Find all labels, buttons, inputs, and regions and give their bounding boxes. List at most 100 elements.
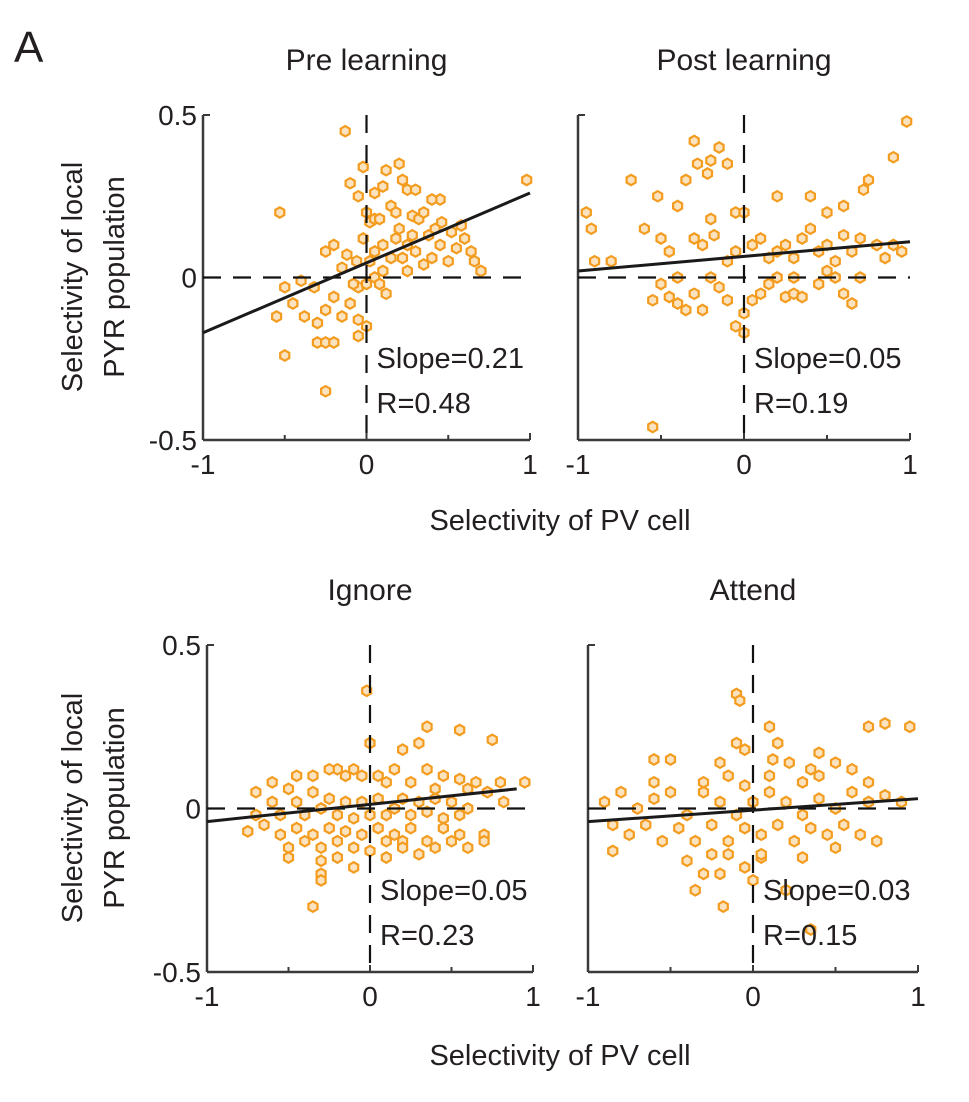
- data-point: [734, 694, 746, 708]
- data-point: [714, 867, 726, 881]
- data-point: [331, 851, 343, 865]
- data-point: [348, 841, 360, 855]
- data-point: [421, 834, 433, 848]
- data-point: [755, 847, 767, 861]
- data-point: [468, 254, 480, 268]
- panel-title: Attend: [710, 574, 797, 607]
- data-point: [714, 795, 726, 809]
- data-point: [266, 795, 278, 809]
- data-point: [780, 883, 792, 897]
- data-point: [320, 384, 332, 398]
- scatter-panel-3: Ignore -0.5 0 0.5 -1 0 1 Slope=0.05 R=0.23: [153, 574, 541, 1012]
- panel-title: Post learning: [656, 44, 831, 77]
- data-point: [279, 349, 291, 362]
- slope-annotation: Slope=0.05: [754, 343, 902, 375]
- data-point: [879, 717, 891, 730]
- data-point: [714, 756, 726, 770]
- data-point: [328, 238, 340, 252]
- data-point: [648, 792, 660, 806]
- data-point: [671, 297, 684, 310]
- data-point: [701, 167, 714, 180]
- data-point: [323, 821, 335, 835]
- fit-line: [206, 787, 517, 824]
- data-point: [655, 277, 667, 291]
- data-point: [805, 821, 817, 835]
- data-point: [344, 297, 356, 310]
- scatter-panel-1: Pre learning -0.5 0 0.5 -1 0 1 Slope=0.21 R=0.48: [149, 44, 538, 480]
- data-point: [664, 785, 677, 799]
- data-point: [498, 795, 510, 809]
- data-point: [413, 736, 425, 750]
- data-point: [418, 206, 430, 219]
- data-point: [436, 215, 448, 229]
- data-point: [788, 287, 800, 301]
- data-point: [426, 193, 438, 206]
- data-point: [721, 157, 734, 171]
- data-point: [879, 251, 891, 265]
- data-point: [706, 818, 718, 832]
- data-point: [747, 873, 759, 887]
- panel-label: A: [14, 23, 44, 72]
- data-point: [904, 720, 916, 734]
- data-point: [722, 847, 734, 861]
- data-point: [688, 134, 700, 148]
- data-point: [838, 818, 850, 832]
- data-point: [796, 775, 809, 789]
- data-point: [405, 808, 417, 822]
- data-point: [377, 264, 389, 278]
- panel-title: Ignore: [327, 574, 412, 607]
- data-point: [406, 228, 418, 242]
- data-point: [274, 206, 286, 219]
- y-tick-label: -0.5: [149, 425, 197, 456]
- data-point: [437, 821, 449, 835]
- data-point: [405, 821, 417, 835]
- data-point: [454, 772, 466, 786]
- data-point: [783, 756, 795, 770]
- slope-annotation: Slope=0.03: [763, 875, 911, 907]
- data-point: [862, 173, 875, 187]
- data-point: [242, 824, 254, 838]
- data-point: [887, 150, 900, 164]
- data-point: [829, 756, 842, 770]
- data-point: [788, 251, 800, 265]
- data-point: [705, 212, 717, 226]
- r-annotation: R=0.15: [763, 920, 857, 952]
- data-point: [364, 844, 376, 858]
- data-point: [763, 720, 776, 734]
- data-point: [405, 775, 417, 789]
- data-point: [730, 736, 743, 750]
- data-point: [347, 277, 359, 291]
- data-point: [673, 821, 685, 835]
- xlabel-top: Selectivity of PV cell: [429, 505, 690, 537]
- data-point: [397, 841, 409, 855]
- slope-annotation: Slope=0.21: [377, 343, 525, 375]
- data-point: [331, 808, 343, 822]
- data-point: [315, 873, 327, 887]
- x-tick-label: 0: [359, 449, 375, 480]
- y-tick-label: 0: [181, 263, 197, 294]
- data-point: [755, 828, 767, 842]
- data-point: [788, 834, 800, 848]
- y-tick-label: 0: [185, 794, 201, 825]
- data-point: [804, 189, 817, 203]
- data-point: [397, 743, 409, 757]
- data-point: [377, 180, 389, 193]
- data-point: [730, 245, 742, 258]
- x-tick-label: 1: [910, 981, 926, 1012]
- data-point: [352, 189, 364, 203]
- data-point: [380, 287, 392, 301]
- data-point: [663, 245, 675, 258]
- data-point: [879, 788, 891, 802]
- data-point: [697, 775, 710, 789]
- data-point: [821, 206, 833, 219]
- x-tick-label: 0: [736, 449, 752, 480]
- data-point: [708, 228, 720, 242]
- data-point: [307, 900, 319, 914]
- data-point: [854, 828, 866, 842]
- y-tick-label: 0.5: [162, 630, 201, 661]
- data-point: [393, 222, 405, 236]
- data-point: [331, 834, 343, 848]
- data-point: [287, 297, 299, 310]
- data-point: [315, 841, 327, 855]
- data-point: [871, 834, 883, 848]
